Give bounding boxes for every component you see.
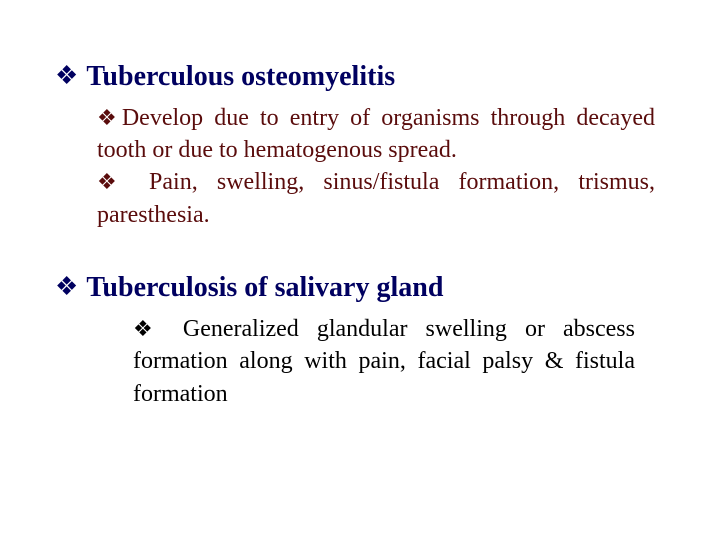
- heading-row-2: ❖ Tuberculosis of salivary gland: [55, 271, 665, 305]
- salivary-text-1: Generalized glandular swelling or absces…: [133, 316, 635, 407]
- diamond-bullet-icon: ❖: [133, 316, 165, 341]
- diamond-bullet-icon: ❖: [97, 105, 122, 130]
- osteo-para-1: ❖Develop due to entry of organisms throu…: [97, 102, 655, 167]
- osteo-text-1: Develop due to entry of organisms throug…: [97, 105, 655, 163]
- heading-osteomyelitis: Tuberculous osteomyelitis: [86, 60, 395, 94]
- sub-block-1: ❖Develop due to entry of organisms throu…: [55, 102, 665, 232]
- osteo-para-2: ❖ Pain, swelling, sinus/fistula formatio…: [97, 166, 655, 231]
- salivary-para-1: ❖ Generalized glandular swelling or absc…: [133, 313, 635, 410]
- heading-salivary: Tuberculosis of salivary gland: [86, 271, 443, 305]
- heading-row-1: ❖ Tuberculous osteomyelitis: [55, 60, 665, 94]
- sub-block-2: ❖ Generalized glandular swelling or absc…: [55, 313, 665, 410]
- osteo-text-2: Pain, swelling, sinus/fistula formation,…: [97, 169, 655, 227]
- diamond-bullet-icon: ❖: [97, 169, 130, 194]
- diamond-bullet-icon: ❖: [55, 271, 78, 302]
- section-salivary: ❖ Tuberculosis of salivary gland ❖ Gener…: [55, 271, 665, 410]
- section-osteomyelitis: ❖ Tuberculous osteomyelitis ❖Develop due…: [55, 60, 665, 231]
- diamond-bullet-icon: ❖: [55, 60, 78, 91]
